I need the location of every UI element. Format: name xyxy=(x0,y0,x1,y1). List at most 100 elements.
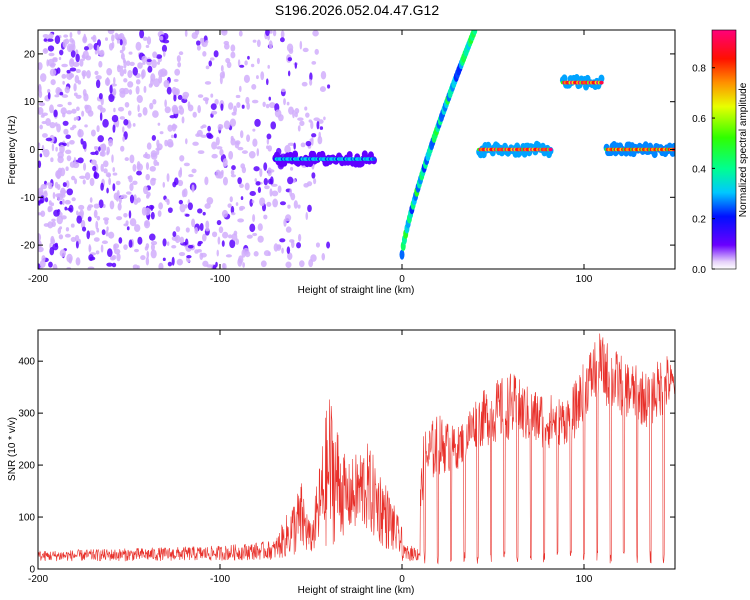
spectrogram-cell xyxy=(42,48,49,54)
spectrogram-cell xyxy=(229,239,236,249)
spectrogram-cell xyxy=(169,115,176,119)
spectrogram-cell xyxy=(297,117,304,121)
snr-ticks: -200 -100 0 100 0 100 200 300 400 xyxy=(18,330,675,585)
spectrogram-cell xyxy=(126,226,130,231)
spectrogram-cell xyxy=(137,62,143,69)
spectrogram-cell xyxy=(122,136,125,142)
spectrogram-cell xyxy=(49,68,57,77)
spectrogram-cell xyxy=(77,30,81,35)
spectrogram-cell xyxy=(113,243,120,249)
spectrogram-cell xyxy=(80,219,86,229)
spectrogram-cell xyxy=(69,139,75,145)
spectrogram-ytick-label: -20 xyxy=(21,241,36,252)
spectrogram-cell xyxy=(69,67,77,72)
spectrogram-cell xyxy=(205,40,209,44)
spectrogram-cell xyxy=(305,140,312,147)
spectrogram-cell xyxy=(252,232,258,237)
spectrogram-cell xyxy=(216,249,219,257)
spectrogram-cell xyxy=(43,223,50,227)
spectrogram-cell xyxy=(120,145,125,152)
spectrogram-cell xyxy=(41,144,45,153)
spectrogram-cell xyxy=(236,101,241,109)
spectrogram-cell xyxy=(317,135,323,145)
spectrogram-cell xyxy=(105,172,112,178)
spectrogram-cell xyxy=(286,101,290,106)
spectrogram-cell xyxy=(112,183,116,192)
spectrogram-cell xyxy=(210,110,218,115)
spectrogram-cell xyxy=(84,104,89,110)
spectrogram-cell xyxy=(205,97,209,105)
spectrogram-cell xyxy=(41,133,48,138)
spectrogram-cell xyxy=(50,157,54,163)
spectrogram-cell xyxy=(185,227,190,233)
spectrogram-cell xyxy=(128,210,132,219)
spectrogram-cell xyxy=(238,30,243,37)
spectrogram-cell xyxy=(237,146,244,151)
spectrogram-cell xyxy=(268,96,272,101)
spectrogram-cell xyxy=(194,249,199,254)
spectrogram-cell xyxy=(66,155,72,162)
spectrogram-cell xyxy=(301,81,308,87)
spectrogram-cell xyxy=(191,184,195,193)
spectrogram-feature xyxy=(559,74,605,91)
spectrogram-cell xyxy=(98,60,103,68)
spectrogram-cell xyxy=(59,49,64,56)
spectrogram-cell xyxy=(176,258,183,266)
spectrogram-cell xyxy=(43,38,48,42)
spectrogram-marks xyxy=(38,30,675,269)
spectrogram-cell xyxy=(521,149,528,158)
spectrogram-cell xyxy=(38,246,44,253)
spectrogram-cell xyxy=(127,175,131,180)
spectrogram-cell xyxy=(243,74,250,83)
spectrogram-cell xyxy=(145,173,150,181)
spectrogram-cell xyxy=(263,214,268,220)
spectrogram-cell xyxy=(53,109,58,118)
spectrogram-cell xyxy=(220,64,224,72)
spectrogram-cell xyxy=(132,163,137,172)
spectrogram-cell xyxy=(118,196,122,205)
spectrogram-cell xyxy=(65,227,70,232)
spectrogram-cell xyxy=(70,59,74,65)
spectrogram-cell xyxy=(83,46,89,51)
spectrogram-cell xyxy=(221,209,229,218)
spectrogram-cell xyxy=(103,168,108,174)
spectrogram-cell xyxy=(187,202,193,211)
spectrogram-cell xyxy=(81,226,87,232)
spectrogram-cell xyxy=(222,158,228,167)
spectrogram-cell xyxy=(299,260,305,268)
spectrogram-cell xyxy=(598,74,605,83)
spectrogram-cell xyxy=(197,105,201,114)
spectrogram-cell xyxy=(62,120,69,126)
spectrogram-cell xyxy=(61,94,69,98)
spectrogram-cell xyxy=(38,83,42,91)
spectrogram-cell xyxy=(96,215,101,221)
spectrogram-cell xyxy=(199,252,204,260)
spectrogram-cell xyxy=(210,57,215,61)
spectrogram-cell xyxy=(211,231,218,238)
spectrogram-cell xyxy=(181,189,186,198)
spectrogram-cell xyxy=(164,99,167,108)
spectrogram-feature xyxy=(399,30,478,260)
spectrogram-cell xyxy=(231,111,237,116)
spectrogram-cell xyxy=(70,49,76,58)
spectrogram-cell xyxy=(263,162,268,171)
spectrogram-cell xyxy=(228,150,234,160)
spectrogram-cell xyxy=(320,71,327,80)
spectrogram-cell xyxy=(256,39,261,48)
snr-ytick-label: 400 xyxy=(18,357,35,368)
spectrogram-feature xyxy=(603,141,675,159)
spectrogram-cell xyxy=(101,240,108,245)
spectrogram-cell xyxy=(172,231,177,238)
spectrogram-cell xyxy=(54,181,59,189)
spectrogram-cell xyxy=(187,259,191,263)
spectrogram-cell xyxy=(158,202,163,210)
spectrogram-cell xyxy=(249,223,256,233)
spectrogram-cell xyxy=(92,165,97,172)
spectrogram-cell xyxy=(145,162,150,170)
snr-xtick-label: -200 xyxy=(28,574,48,585)
spectrogram-cell xyxy=(561,74,568,83)
spectrogram-cell xyxy=(285,226,292,233)
spectrogram-cell xyxy=(255,75,259,80)
spectrogram-cell xyxy=(218,226,224,234)
spectrogram-cell xyxy=(277,185,282,193)
